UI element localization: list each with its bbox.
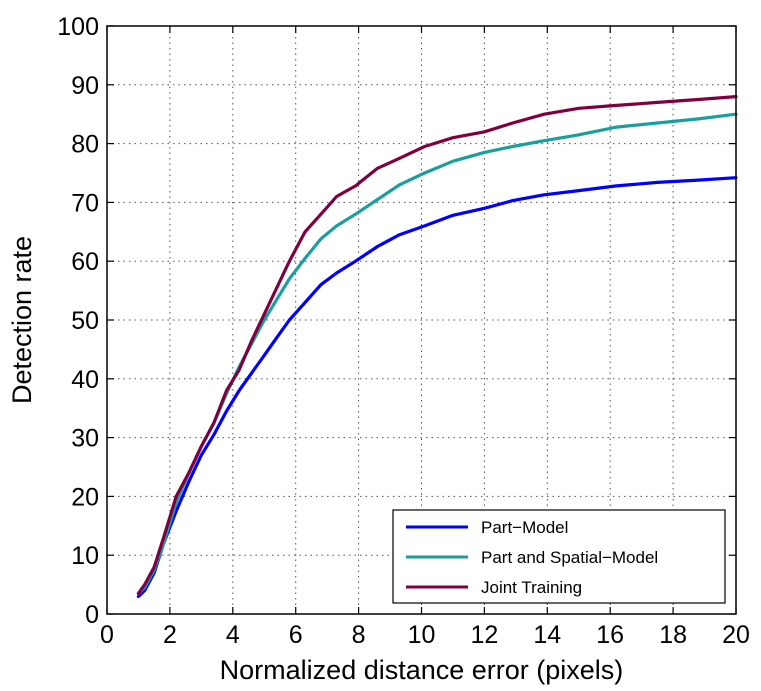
y-tick-label: 0 <box>85 601 99 629</box>
x-tick-label: 4 <box>226 621 240 649</box>
y-tick-label: 10 <box>71 542 99 570</box>
x-tick-label: 12 <box>470 621 498 649</box>
y-tick-label: 70 <box>71 189 99 217</box>
x-tick-label: 20 <box>722 621 750 649</box>
y-tick-label: 100 <box>57 13 99 41</box>
y-tick-labels: 0 10 20 30 40 50 60 70 80 90 100 <box>57 13 99 629</box>
x-tick-label: 10 <box>408 621 436 649</box>
legend: Part−Model Part and Spatial−Model Joint … <box>392 509 726 604</box>
series-layer <box>136 95 738 598</box>
x-tick-labels: 0 2 4 6 8 10 12 14 16 18 20 <box>100 621 750 649</box>
y-tick-label: 20 <box>71 483 99 511</box>
axis-ticks <box>106 25 737 615</box>
x-tick-label: 18 <box>659 621 687 649</box>
y-tick-label: 40 <box>71 366 99 394</box>
x-tick-label: 14 <box>533 621 561 649</box>
y-tick-label: 60 <box>71 248 99 276</box>
legend-label-part-model: Part−Model <box>481 518 568 537</box>
legend-label-part-and-spatial-model: Part and Spatial−Model <box>481 548 658 567</box>
y-tick-label: 80 <box>71 131 99 159</box>
y-tick-label: 90 <box>71 72 99 100</box>
y-axis-title: Detection rate <box>7 236 37 404</box>
x-tick-label: 0 <box>100 621 114 649</box>
x-axis-title: Normalized distance error (pixels) <box>220 655 624 685</box>
series-line-joint-training <box>136 95 738 595</box>
y-tick-label: 30 <box>71 425 99 453</box>
x-tick-label: 6 <box>289 621 303 649</box>
x-tick-label: 8 <box>352 621 366 649</box>
legend-label-joint-training: Joint Training <box>481 578 582 597</box>
y-tick-label: 50 <box>71 307 99 335</box>
x-tick-label: 16 <box>596 621 624 649</box>
series-line-part-model <box>136 176 738 598</box>
x-tick-label: 2 <box>163 621 177 649</box>
